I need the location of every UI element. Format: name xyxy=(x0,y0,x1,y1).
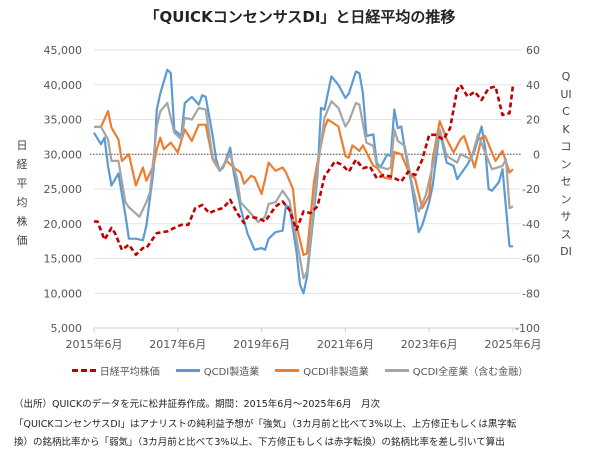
right-tick-label: 0 xyxy=(533,148,540,161)
left-tick-label: 35,000 xyxy=(44,114,83,127)
x-tick-label: 2021年6月 xyxy=(317,337,374,351)
left-tick-label: 15,000 xyxy=(44,253,83,266)
legend: 日経平均株価 QCDI製造業 QCDI非製造業 QCDI全産業（含む金融） xyxy=(0,363,600,378)
left-tick-label: 10,000 xyxy=(44,287,83,300)
legend-item-non-manufacturing: QCDI非製造業 xyxy=(275,363,369,378)
left-tick-label: 45,000 xyxy=(44,44,83,57)
series-line-2 xyxy=(94,110,514,257)
legend-label: 日経平均株価 xyxy=(99,367,160,378)
left-axis-title: 日経平均株価 xyxy=(16,139,28,247)
legend-swatch xyxy=(71,369,96,372)
right-tick-label: 40 xyxy=(526,79,540,92)
series-line-1 xyxy=(93,68,513,295)
definition-note-line2: 換）の銘柄比率から「弱気」（3カ月前と比べて3%以上、下方修正もしくは赤字転換）… xyxy=(14,437,505,448)
left-tick-label: 40,000 xyxy=(44,79,83,92)
x-tick-label: 2017年6月 xyxy=(149,337,206,351)
left-tick-label: 25,000 xyxy=(44,183,83,196)
right-tick-label: -60 xyxy=(522,253,540,266)
legend-swatch xyxy=(175,369,200,372)
chart-title: 「QUICKコンセンサスDI」と日経平均の推移 xyxy=(144,8,456,26)
right-tick-label: -40 xyxy=(522,218,540,231)
left-tick-label: 20,000 xyxy=(44,218,83,231)
legend-label: QCDI全産業（含む金融） xyxy=(412,367,529,378)
legend-label: QCDI製造業 xyxy=(203,367,260,378)
legend-swatch xyxy=(384,369,409,372)
x-tick-label: 2023年6月 xyxy=(401,337,458,351)
right-tick-label: 60 xyxy=(526,44,540,57)
legend-label: QCDI非製造業 xyxy=(303,367,369,378)
right-tick-label: 20 xyxy=(526,114,540,127)
legend-item-nikkei: 日経平均株価 xyxy=(71,363,160,378)
definition-note-line1: 「QUICKコンセンサスDI」はアナリストの純利益予想が「強気」（3カ月前と比べ… xyxy=(14,419,517,430)
legend-item-manufacturing: QCDI製造業 xyxy=(175,363,260,378)
series-line-0 xyxy=(94,83,515,256)
right-axis-title: QUICKコンセンサスDI xyxy=(560,70,572,258)
right-tick-label: -100 xyxy=(515,322,540,335)
legend-swatch xyxy=(275,369,300,372)
right-tick-label: -20 xyxy=(522,183,540,196)
source-note: （出所）QUICKのデータを元に松井証券作成。期間：2015年6月～2025年6… xyxy=(14,399,381,410)
right-tick-label: -80 xyxy=(522,287,540,300)
x-tick-label: 2025年6月 xyxy=(485,337,542,351)
x-tick-label: 2015年6月 xyxy=(66,337,123,351)
x-tick-label: 2019年6月 xyxy=(233,337,290,351)
left-tick-label: 30,000 xyxy=(44,148,83,161)
legend-item-all-industries: QCDI全産業（含む金融） xyxy=(384,363,529,378)
series-line-3 xyxy=(94,100,514,280)
left-tick-label: 5,000 xyxy=(51,322,83,335)
